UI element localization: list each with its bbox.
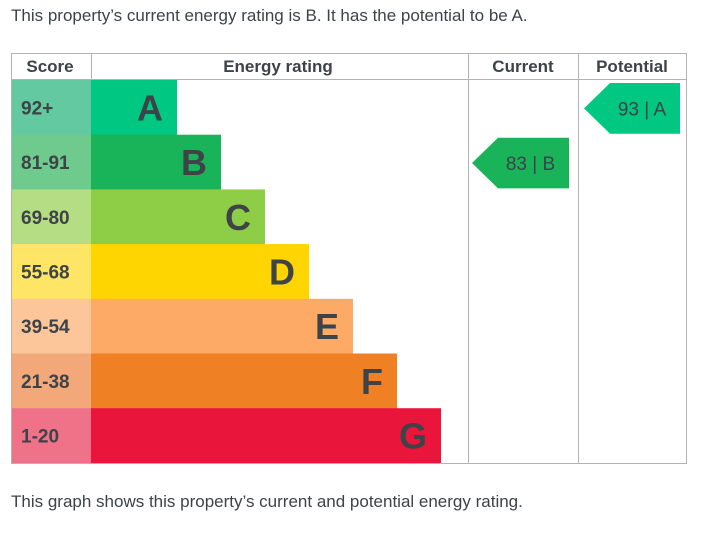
score-cell-e — [11, 298, 91, 354]
header-energy-rating: Energy rating — [223, 57, 333, 76]
band-letter-d: D — [269, 251, 295, 292]
header-score: Score — [26, 57, 73, 76]
band-bar-c — [91, 189, 265, 245]
band-bar-e — [91, 298, 353, 354]
table-grid — [11, 53, 687, 464]
score-cell-b — [11, 134, 91, 190]
score-column: 92+ 81-91 69-80 55-68 39-54 21-38 1-20 — [11, 80, 91, 464]
current-arrow — [472, 137, 569, 189]
score-label-b: 81-91 — [21, 153, 70, 174]
score-cell-f — [11, 353, 91, 409]
band-letter-g: G — [399, 416, 427, 457]
score-label-a: 92+ — [21, 98, 53, 119]
band-bar-d — [91, 244, 309, 300]
score-label-d: 55-68 — [21, 262, 70, 283]
band-bar-f — [91, 353, 397, 409]
potential-arrow-label: 93 | A — [618, 99, 667, 120]
band-letter-e: E — [315, 306, 339, 347]
header-potential: Potential — [596, 57, 668, 76]
score-label-g: 1-20 — [21, 427, 59, 448]
band-letter-a: A — [137, 87, 163, 128]
current-arrow-label: 83 | B — [506, 154, 555, 175]
score-cell-a — [11, 80, 91, 136]
score-cell-c — [11, 189, 91, 245]
band-bar-g — [91, 408, 441, 464]
score-label-f: 21-38 — [21, 372, 70, 393]
band-bar-a — [91, 80, 177, 136]
band-letter-b: B — [181, 142, 207, 183]
score-cell-d — [11, 244, 91, 300]
score-label-e: 39-54 — [21, 317, 70, 338]
potential-arrow — [584, 83, 680, 134]
footer-text: This graph shows this property’s current… — [11, 492, 523, 511]
band-letter-f: F — [361, 361, 383, 402]
score-label-c: 69-80 — [21, 208, 70, 229]
header-current: Current — [492, 57, 554, 76]
band-bar-b — [91, 134, 221, 190]
score-cell-g — [11, 408, 91, 464]
band-letter-c: C — [225, 197, 251, 238]
rating-arrows: 83 | B 93 | A — [472, 83, 680, 189]
table-border — [11, 53, 687, 464]
intro-text: This property’s current energy rating is… — [11, 6, 528, 25]
